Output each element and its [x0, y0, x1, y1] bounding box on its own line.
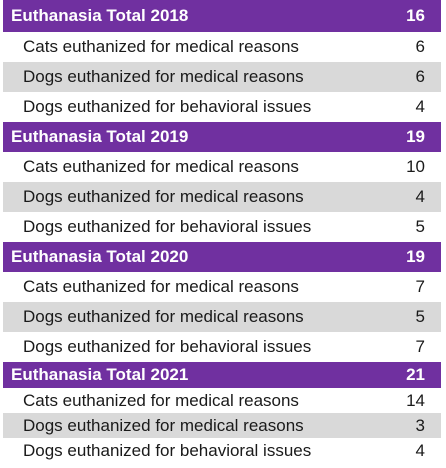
table-row: Dogs euthanized for behavioral issues 5 [3, 212, 441, 242]
section-header-2019: Euthanasia Total 2019 19 [3, 122, 441, 152]
row-value: 7 [415, 277, 425, 296]
table-row: Cats euthanized for medical reasons 10 [3, 152, 441, 182]
row-label: Dogs euthanized for medical reasons [23, 67, 304, 86]
row-label: Dogs euthanized for medical reasons [23, 187, 304, 206]
section-title: Euthanasia Total 2020 [11, 247, 189, 266]
row-label: Dogs euthanized for medical reasons [23, 307, 304, 326]
section-total: 19 [406, 247, 425, 266]
table-row: Dogs euthanized for medical reasons 4 [3, 182, 441, 212]
section-header-2020: Euthanasia Total 2020 19 [3, 242, 441, 272]
row-label: Cats euthanized for medical reasons [23, 157, 299, 176]
section-title: Euthanasia Total 2019 [11, 127, 189, 146]
section-title: Euthanasia Total 2021 [11, 365, 189, 384]
table-row: Dogs euthanized for medical reasons 5 [3, 302, 441, 332]
table-row: Dogs euthanized for behavioral issues 4 [3, 438, 441, 463]
row-label: Cats euthanized for medical reasons [23, 390, 299, 410]
table-row: Cats euthanized for medical reasons 6 [3, 32, 441, 62]
row-value: 6 [415, 37, 425, 56]
row-label: Dogs euthanized for medical reasons [23, 415, 304, 435]
row-label: Dogs euthanized for behavioral issues [23, 97, 312, 116]
row-value: 10 [406, 157, 425, 176]
row-label: Dogs euthanized for behavioral issues [23, 217, 312, 236]
euthanasia-table: Euthanasia Total 2018 16 Cats euthanized… [3, 0, 441, 463]
row-value: 4 [415, 440, 425, 460]
row-value: 7 [415, 337, 425, 356]
row-label: Cats euthanized for medical reasons [23, 37, 299, 56]
table-row: Cats euthanized for medical reasons 7 [3, 272, 441, 302]
section-title: Euthanasia Total 2018 [11, 6, 189, 25]
section-total: 19 [406, 127, 425, 146]
row-value: 4 [415, 97, 425, 116]
section-total: 21 [406, 365, 425, 384]
section-total: 16 [406, 6, 425, 25]
row-label: Dogs euthanized for behavioral issues [23, 440, 312, 460]
table-row: Dogs euthanized for behavioral issues 7 [3, 332, 441, 362]
section-header-2018: Euthanasia Total 2018 16 [3, 0, 441, 32]
row-value: 4 [415, 187, 425, 206]
table-row: Dogs euthanized for behavioral issues 4 [3, 92, 441, 122]
section-header-2021: Euthanasia Total 2021 21 [3, 362, 441, 388]
row-value: 5 [415, 307, 425, 326]
table-row: Dogs euthanized for medical reasons 6 [3, 62, 441, 92]
row-value: 5 [415, 217, 425, 236]
row-value: 14 [406, 390, 425, 410]
table-row: Cats euthanized for medical reasons 14 [3, 388, 441, 413]
row-label: Dogs euthanized for behavioral issues [23, 337, 312, 356]
row-value: 6 [415, 67, 425, 86]
table-row: Dogs euthanized for medical reasons 3 [3, 413, 441, 438]
row-label: Cats euthanized for medical reasons [23, 277, 299, 296]
row-value: 3 [415, 415, 425, 435]
